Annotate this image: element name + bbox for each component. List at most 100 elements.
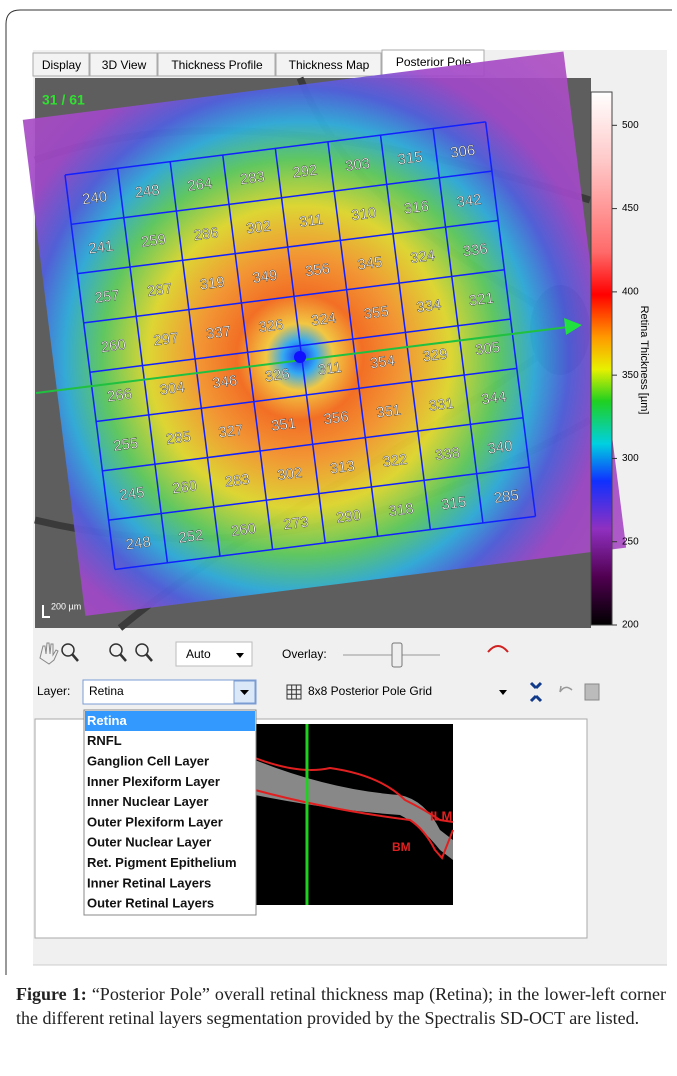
- layer-option[interactable]: Ret. Pigment Epithelium: [87, 855, 237, 870]
- layer-option[interactable]: Inner Plexiform Layer: [87, 774, 220, 789]
- overlay-label: Overlay:: [282, 647, 327, 661]
- save-icon[interactable]: [585, 684, 599, 700]
- grid-value: 338: [434, 444, 461, 464]
- grid-value: 316: [403, 198, 430, 218]
- layer-dropdown: Retina RNFL Ganglion Cell Layer Inner Plexi…: [84, 710, 256, 915]
- grid-value: 255: [112, 435, 139, 455]
- tab-label: 3D View: [102, 58, 147, 72]
- layer-option[interactable]: RNFL: [87, 733, 122, 748]
- layer-option[interactable]: Inner Nuclear Layer: [87, 794, 208, 809]
- grid-value: 315: [397, 148, 424, 168]
- grid-value: 315: [440, 494, 467, 514]
- grid-value: 264: [186, 175, 213, 195]
- grid-value: 334: [415, 296, 442, 316]
- fovea-marker: [294, 351, 306, 363]
- screenshot: Display 3D View Thickness Profile Thickness…: [0, 0, 677, 975]
- grid-value: 313: [329, 458, 356, 478]
- grid-value: 324: [310, 310, 337, 330]
- grid-value: 285: [493, 487, 520, 507]
- grid-value: 346: [211, 372, 238, 392]
- ilm-label: ILM: [430, 808, 452, 823]
- colorbar-tick-label: 400: [622, 287, 639, 298]
- grid-type[interactable]: 8x8 Posterior Pole Grid: [308, 684, 432, 698]
- thickness-grid: 2402482642832923033153062412592863023113…: [23, 52, 626, 616]
- layer-option[interactable]: Outer Nuclear Layer: [87, 835, 211, 850]
- grid-value: 337: [205, 323, 232, 343]
- tab-label: Thickness Profile: [171, 58, 263, 72]
- grid-value: 260: [100, 336, 127, 356]
- grid-value: 331: [428, 395, 455, 415]
- tab-label: Thickness Map: [289, 58, 370, 72]
- layer-option[interactable]: Outer Retinal Layers: [87, 896, 214, 911]
- grid-value: 344: [480, 388, 507, 408]
- caption-text: “Posterior Pole” overall retinal thickne…: [16, 984, 666, 1028]
- grid-value: 340: [487, 438, 514, 458]
- frame-counter: 31 / 61: [42, 92, 85, 108]
- grid-value: 260: [230, 520, 257, 540]
- layer-option[interactable]: Retina: [87, 713, 128, 728]
- grid-value: 324: [409, 247, 436, 267]
- grid-value: 311: [317, 359, 343, 379]
- colorbar-tick-label: 250: [622, 536, 639, 547]
- grid-value: 336: [462, 240, 489, 260]
- grid-value: 356: [323, 408, 350, 428]
- grid-value: 266: [106, 386, 133, 406]
- grid-value: 285: [165, 428, 192, 448]
- colorbar-tick-label: 200: [622, 620, 639, 631]
- colorbar-tick-label: 500: [622, 120, 639, 131]
- layer-option[interactable]: Inner Retinal Layers: [87, 875, 211, 890]
- grid-value: 329: [422, 346, 449, 366]
- grid-value: 245: [119, 484, 146, 504]
- grid-value: 303: [344, 155, 371, 175]
- grid-value: 351: [375, 402, 402, 422]
- grid-value: 342: [455, 191, 482, 211]
- grid-value: 252: [177, 527, 204, 547]
- caption: Figure 1: “Posterior Pole” overall retin…: [16, 982, 666, 1030]
- colorbar-tick-label: 300: [622, 453, 639, 464]
- zoom-value: Auto: [186, 647, 211, 661]
- colorbar-tick-label: 450: [622, 203, 639, 214]
- grid-value: 311: [298, 211, 324, 231]
- grid-value: 240: [81, 188, 108, 208]
- grid-value: 319: [199, 274, 226, 294]
- grid-value: 318: [388, 500, 415, 520]
- grid-value: 304: [159, 379, 186, 399]
- grid-value: 305: [474, 339, 501, 359]
- grid-value: 354: [369, 352, 396, 372]
- overlay-slider-thumb[interactable]: [392, 643, 402, 667]
- layer-option[interactable]: Ganglion Cell Layer: [87, 754, 209, 769]
- grid-value: 283: [239, 168, 266, 188]
- layer-option[interactable]: Outer Plexiform Layer: [87, 814, 223, 829]
- scale-label: 200 µm: [51, 601, 81, 611]
- page: Display 3D View Thickness Profile Thickness…: [0, 0, 677, 1076]
- grid-value: 310: [350, 204, 377, 224]
- grid-value: 257: [94, 287, 121, 307]
- grid-value: 355: [363, 303, 390, 323]
- colorbar-label: Retina Thickness [µm]: [638, 306, 650, 415]
- grid-value: 326: [258, 316, 285, 336]
- grid-value: 349: [251, 267, 278, 287]
- grid-value: 248: [125, 533, 152, 553]
- tab-label: Display: [42, 58, 81, 72]
- grid-value: 259: [140, 231, 167, 251]
- colorbar: [591, 92, 612, 625]
- grid-value: 248: [134, 182, 161, 202]
- layer-value: Retina: [89, 684, 124, 698]
- bm-label: BM: [392, 840, 411, 854]
- grid-value: 241: [87, 238, 114, 258]
- layer-label: Layer:: [37, 684, 70, 698]
- grid-value: 290: [335, 507, 362, 527]
- grid-value: 356: [304, 260, 331, 280]
- grid-value: 326: [264, 366, 291, 386]
- grid-value: 297: [152, 330, 179, 350]
- caption-label: Figure 1:: [16, 984, 87, 1004]
- grid-value: 351: [270, 415, 297, 435]
- grid-value: 286: [193, 224, 220, 244]
- grid-value: 345: [357, 254, 384, 274]
- grid-value: 283: [224, 471, 251, 491]
- grid-value: 306: [449, 142, 476, 162]
- grid-value: 321: [468, 290, 495, 310]
- grid-value: 292: [291, 162, 318, 182]
- grid-value: 260: [171, 477, 198, 497]
- grid-value: 322: [381, 451, 408, 471]
